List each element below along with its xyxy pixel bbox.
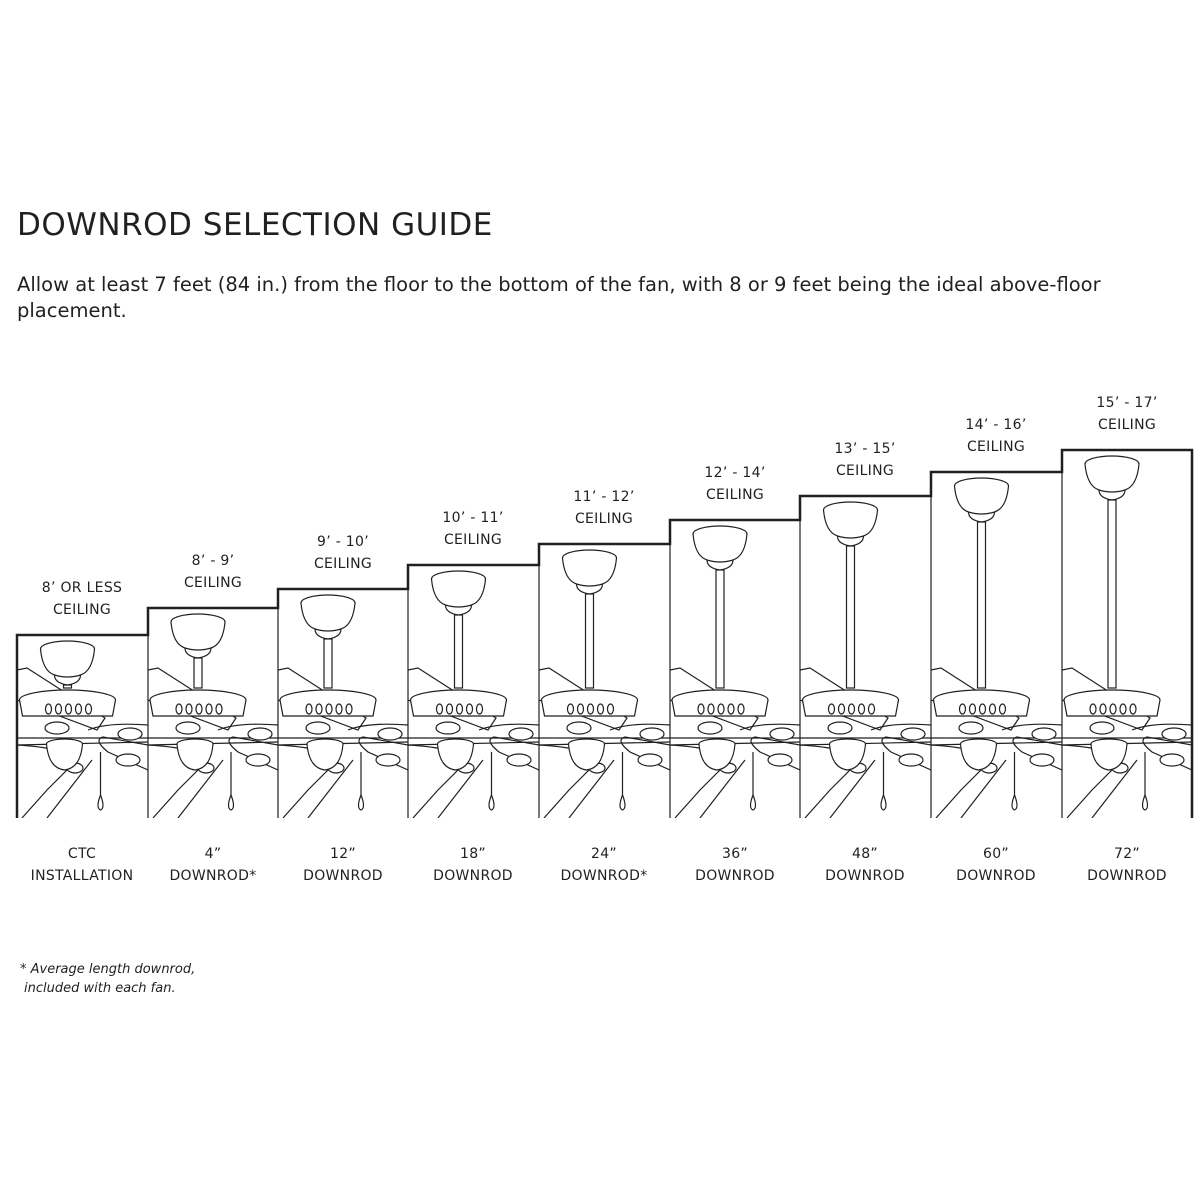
downrod-label-line: 18” (460, 846, 486, 862)
downrod-length-label: 36” DOWNROD (670, 843, 800, 887)
ceiling-label-line: CEILING (52, 602, 112, 618)
fan-panel (931, 477, 1062, 818)
downrod-label-line: INSTALLATION (30, 868, 134, 884)
ceiling-label-line: 14’ - 16’ (965, 417, 1027, 433)
downrod-label-line: DOWNROD* (169, 868, 257, 884)
downrod-label-line: DOWNROD (303, 868, 383, 884)
ceiling-height-label: 9’ - 10’ CEILING (278, 531, 408, 575)
downrod-length-label: 72” DOWNROD (1062, 843, 1192, 887)
ceiling-label-line: CEILING (313, 556, 373, 572)
downrod-label-line: CTC (67, 846, 97, 862)
downrod-length-label: 18” DOWNROD (408, 843, 538, 887)
downrod-label-line: DOWNROD (825, 868, 905, 884)
ceiling-height-label: 14’ - 16’ CEILING (931, 414, 1061, 458)
ceiling-height-label: 12’ - 14’ CEILING (670, 462, 800, 506)
ceiling-height-label: 10’ - 11’ CEILING (408, 507, 538, 551)
ceiling-label-line: 11’ - 12’ (573, 489, 635, 505)
ceiling-label-line: 12’ - 14’ (704, 465, 766, 481)
footnote-line: * Average length downrod, (20, 962, 196, 977)
ceiling-height-label: 13’ - 15’ CEILING (800, 438, 930, 482)
ceiling-height-label: 11’ - 12’ CEILING (539, 486, 669, 530)
ceiling-label-line: CEILING (443, 532, 503, 548)
ceiling-label-line: CEILING (1097, 417, 1157, 433)
downrod-length-label: 24” DOWNROD* (539, 843, 669, 887)
fan-panel (278, 594, 408, 818)
downrod-label-line: DOWNROD (956, 868, 1036, 884)
ceiling-outline (15, 448, 1194, 818)
ceiling-label-line: CEILING (574, 511, 634, 527)
ceiling-label-line: 9’ - 10’ (317, 534, 369, 550)
ceiling-height-label: 8’ - 9’ CEILING (148, 550, 278, 594)
fan-panel (800, 501, 931, 818)
page-title: DOWNROD SELECTION GUIDE (17, 207, 493, 243)
downrod-label-line: 36” (722, 846, 748, 862)
ceiling-label-line: CEILING (705, 487, 765, 503)
fan-panel (408, 570, 539, 818)
footnote-line: included with each fan. (24, 981, 176, 996)
downrod-label-line: 60” (983, 846, 1009, 862)
ceiling-label-line: 15’ - 17’ (1096, 395, 1158, 411)
fan-panel (670, 525, 800, 818)
ceiling-label-line: CEILING (835, 463, 895, 479)
downrod-length-label: 60” DOWNROD (931, 843, 1061, 887)
ceiling-label-line: 8’ OR LESS (41, 580, 123, 596)
ceiling-label-line: 8’ - 9’ (191, 553, 235, 569)
downrod-label-line: DOWNROD (433, 868, 513, 884)
ceiling-label-line: CEILING (966, 439, 1026, 455)
ceiling-label-line: 10’ - 11’ (442, 510, 504, 526)
intro-text: Allow at least 7 feet (84 in.) from the … (17, 273, 1101, 322)
downrod-label-line: 12” (330, 846, 356, 862)
downrod-length-label: 12” DOWNROD (278, 843, 408, 887)
downrod-label-line: 48” (852, 846, 878, 862)
downrod-label-line: 72” (1114, 846, 1140, 862)
fan-panel (1062, 455, 1192, 818)
ceiling-height-label: 15’ - 17’ CEILING (1062, 392, 1192, 436)
downrod-length-label: 48” DOWNROD (800, 843, 930, 887)
downrod-label-line: DOWNROD (695, 868, 775, 884)
ceiling-label-line: CEILING (183, 575, 243, 591)
fan-panel (539, 549, 670, 818)
ceiling-height-label: 8’ OR LESS CEILING (17, 577, 147, 621)
footnote: * Average length downrod, included with … (20, 960, 195, 998)
downrod-length-label: CTC INSTALLATION (17, 843, 147, 887)
fan-panel (148, 613, 278, 818)
downrod-label-line: 4” (204, 846, 222, 862)
downrod-length-label: 4” DOWNROD* (148, 843, 278, 887)
downrod-label-line: DOWNROD* (560, 868, 648, 884)
ceiling-label-line: 13’ - 15’ (834, 441, 896, 457)
downrod-label-line: 24” (591, 846, 617, 862)
fan-panel (17, 640, 148, 818)
downrod-label-line: DOWNROD (1087, 868, 1167, 884)
